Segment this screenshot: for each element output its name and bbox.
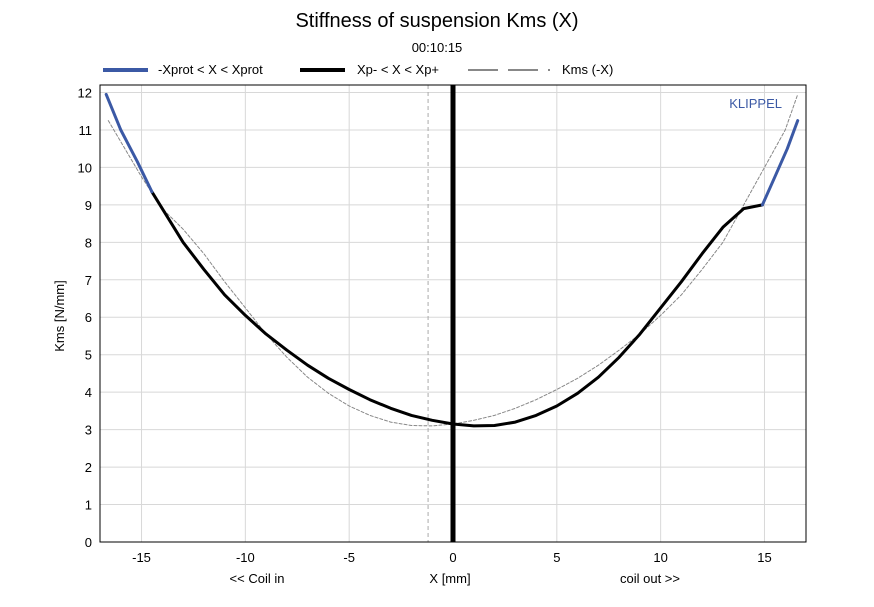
x-tick-label: -10 bbox=[236, 550, 255, 565]
plot-frame bbox=[99, 84, 807, 543]
y-tick-label: 4 bbox=[85, 385, 92, 400]
y-tick-label: 8 bbox=[85, 235, 92, 250]
x-tick-label: 5 bbox=[553, 550, 560, 565]
chart-subtitle: 00:10:15 bbox=[411, 40, 463, 55]
chart-title: Stiffness of suspension Kms (X) bbox=[295, 10, 579, 32]
y-tick-label: 7 bbox=[85, 273, 92, 288]
y-tick-label: 1 bbox=[85, 498, 92, 513]
y-tick-label: 2 bbox=[85, 460, 92, 475]
series-line-0-1 bbox=[760, 119, 800, 207]
x-tick-label: -15 bbox=[132, 550, 151, 565]
x-tick-label: 10 bbox=[653, 550, 667, 565]
y-tick-label: 10 bbox=[78, 160, 92, 175]
x-axis-label-left: << Coil in bbox=[230, 571, 285, 586]
y-tick-label: 3 bbox=[85, 423, 92, 438]
y-tick-label: 11 bbox=[79, 123, 93, 138]
series-layer bbox=[104, 92, 800, 428]
x-tick-label: -5 bbox=[343, 550, 355, 565]
y-tick-label: 9 bbox=[85, 198, 92, 213]
y-tick-label: 5 bbox=[85, 348, 92, 363]
x-tick-label: 15 bbox=[757, 550, 771, 565]
watermark: KLIPPEL bbox=[729, 96, 782, 111]
y-tick-label: 12 bbox=[78, 85, 92, 100]
y-tick-label: 0 bbox=[85, 535, 92, 550]
legend-label-xp: Xp- < X < Xp+ bbox=[357, 62, 439, 77]
x-axis-label: X [mm] bbox=[429, 571, 470, 586]
x-tick-label: 0 bbox=[449, 550, 456, 565]
legend-label-xprot: -Xprot < X < Xprot bbox=[158, 62, 263, 77]
series-line-2-0 bbox=[107, 93, 799, 427]
y-tick-label: 6 bbox=[85, 310, 92, 325]
y-axis-label: Kms [N/mm] bbox=[52, 280, 67, 352]
series-line-0-0 bbox=[104, 92, 154, 194]
series-line-1-0 bbox=[150, 190, 764, 428]
x-axis-label-right: coil out >> bbox=[620, 571, 680, 586]
vertical-markers bbox=[427, 85, 456, 542]
legend-label-kms-mirror: Kms (-X) bbox=[562, 62, 613, 77]
legend: -Xprot < X < Xprot Xp- < X < Xp+ Kms (-X… bbox=[103, 62, 613, 77]
